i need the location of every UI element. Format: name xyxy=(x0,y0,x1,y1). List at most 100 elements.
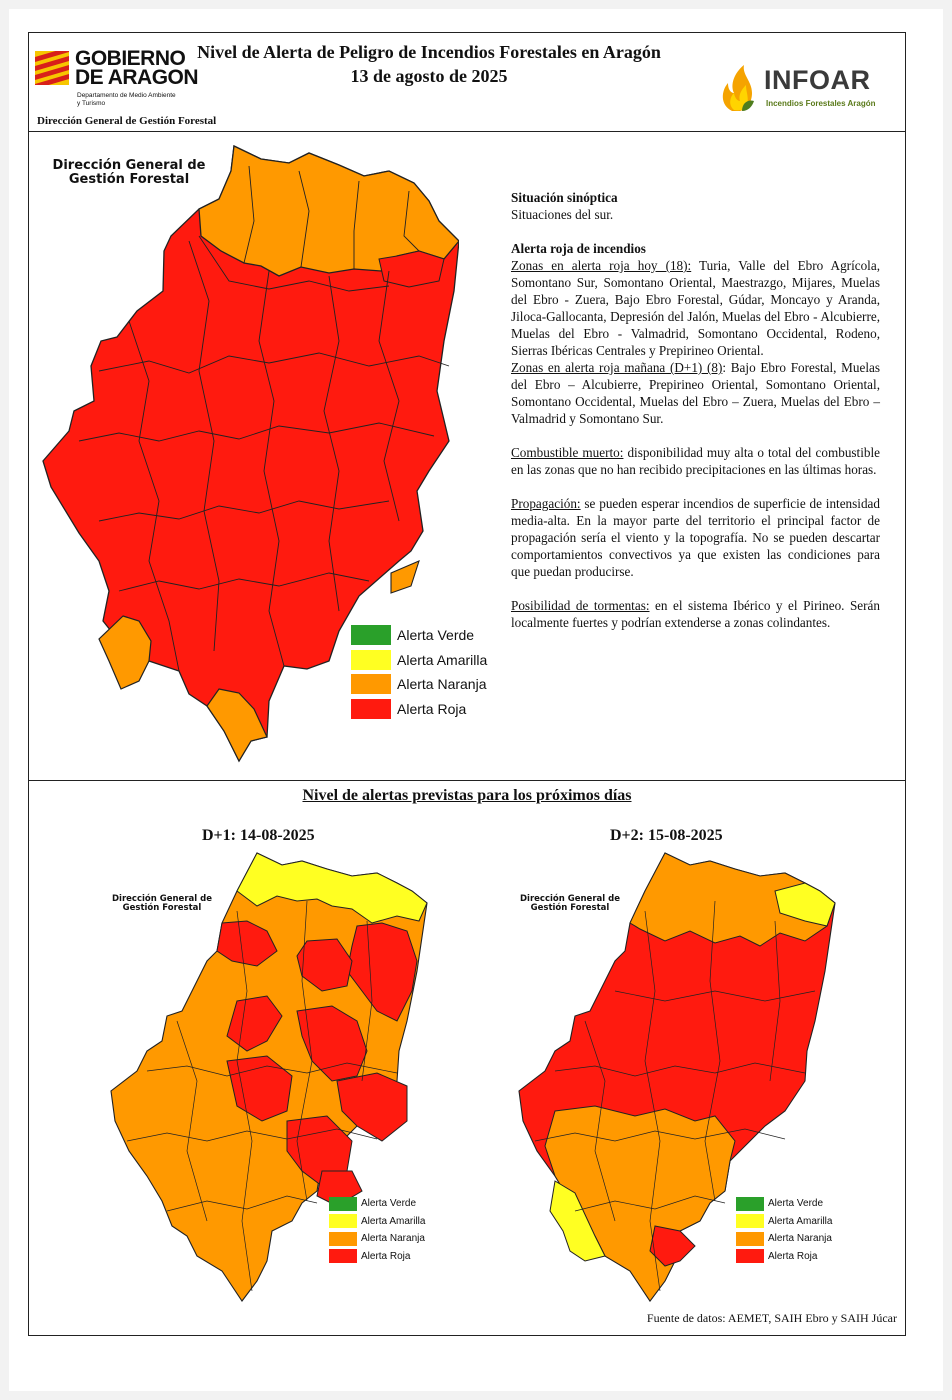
title-text: Nivel de Alerta de Peligro de Incendios … xyxy=(197,42,661,62)
d1-legend-item-amarilla: Alerta Amarilla xyxy=(329,1213,425,1231)
d2-legend-swatch-amarilla xyxy=(736,1214,764,1229)
header-divider xyxy=(29,131,905,132)
d2-legend: Alerta Verde Alerta Amarilla Alerta Nara… xyxy=(736,1195,832,1265)
legend-item-amarilla: Alerta Amarilla xyxy=(351,648,487,673)
forecast-section-title: Nivel de alertas previstas para los próx… xyxy=(302,787,632,804)
d2-map-label-line1: Dirección General de xyxy=(520,894,620,904)
d1-title: D+1: 14-08-2025 xyxy=(202,827,315,844)
d1-legend-swatch-naranja xyxy=(329,1231,357,1246)
brand-name: INFOAR xyxy=(764,65,871,95)
today-zones-list: Turia, Valle del Ebro Agrícola, Somontan… xyxy=(511,258,880,358)
d1-alert-map: Dirección General de Gestión Forestal xyxy=(107,851,432,1303)
forecast-divider xyxy=(29,780,905,781)
gov-dept-line1: Departamento de Medio Ambiente xyxy=(77,92,176,99)
d1-legend-label-roja: Alerta Roja xyxy=(361,1250,411,1262)
d2-legend-item-amarilla: Alerta Amarilla xyxy=(736,1213,832,1231)
d2-legend-swatch-verde xyxy=(736,1196,764,1211)
d1-legend-item-naranja: Alerta Naranja xyxy=(329,1230,425,1248)
legend-swatch-roja xyxy=(351,698,391,719)
d1-zone-red-northwest xyxy=(216,920,278,967)
d2-map-label-line2: Gestión Forestal xyxy=(530,903,610,914)
gov-name-line2: DE ARAGON xyxy=(75,66,199,89)
brand-tagline: Incendios Forestales Aragón xyxy=(766,99,876,108)
d1-legend-label-naranja: Alerta Naranja xyxy=(361,1233,425,1245)
zone-orange-east xyxy=(390,560,420,594)
page-title: Nivel de Alerta de Peligro de Incendios … xyxy=(179,40,679,88)
d2-zone-borders xyxy=(534,900,816,1292)
d1-legend-swatch-verde xyxy=(329,1196,357,1211)
legend-label-naranja: Alerta Naranja xyxy=(397,676,487,693)
storms-paragraph: Posibilidad de tormentas: en el sistema … xyxy=(511,597,880,631)
d2-legend-label-naranja: Alerta Naranja xyxy=(768,1233,832,1245)
today-alert-map: Dirección General de Gestión Forestal xyxy=(39,141,459,771)
zone-red-northeast xyxy=(378,250,445,288)
d2-legend-label-verde: Alerta Verde xyxy=(768,1198,824,1210)
zone-borders xyxy=(78,165,450,672)
gov-department: Departamento de Medio Ambiente y Turismo xyxy=(77,92,176,108)
legend-item-naranja: Alerta Naranja xyxy=(351,672,487,697)
synoptic-text: Situaciones del sur. xyxy=(511,207,614,222)
d1-zone-red-east xyxy=(336,1072,408,1142)
gobierno-aragon-logo: GOBIERNO DE ARAGON Departamento de Medio… xyxy=(35,47,225,109)
flame-icon xyxy=(722,65,754,111)
gov-name-line1: GOBIERNO xyxy=(75,47,186,70)
d1-map-label-line2: Gestión Forestal xyxy=(122,903,202,914)
gov-name: GOBIERNO DE ARAGON xyxy=(75,47,199,89)
d1-zone-yellow-north xyxy=(236,852,428,924)
title-date: 13 de agosto de 2025 xyxy=(350,66,508,86)
today-map-label-line2: Gestión Forestal xyxy=(68,172,190,188)
d1-legend-swatch-amarilla xyxy=(329,1214,357,1229)
zone-orange-southwest xyxy=(98,615,152,690)
legend-item-verde: Alerta Verde xyxy=(351,623,487,648)
today-zones-label: Zonas en alerta roja hoy (18): xyxy=(511,258,692,273)
d2-zone-yellow-northeast xyxy=(774,882,836,927)
red-alert-heading: Alerta roja de incendios xyxy=(511,241,646,256)
bulletin-frame: GOBIERNO DE ARAGON Departamento de Medio… xyxy=(28,32,906,1336)
today-zones-paragraph: Zonas en alerta roja hoy (18): Turia, Va… xyxy=(511,257,880,359)
legend-swatch-naranja xyxy=(351,674,391,695)
today-map-label: Dirección General de Gestión Forestal xyxy=(39,158,219,188)
d2-map-svg xyxy=(518,852,836,1302)
d1-map-label-line1: Dirección General de xyxy=(112,894,212,904)
storms-text: en el sistema Ibérico y el Pirineo. Será… xyxy=(511,598,881,630)
d2-legend-item-naranja: Alerta Naranja xyxy=(736,1230,832,1248)
legend-label-amarilla: Alerta Amarilla xyxy=(397,651,488,668)
tomorrow-zones-list: : Bajo Ebro Forestal, Muelas del Ebro – … xyxy=(511,360,881,426)
bulletin-text: Situación sinóptica Situaciones del sur.… xyxy=(511,189,880,631)
propagation-label: Propagación: xyxy=(511,496,581,511)
legend-item-roja: Alerta Roja xyxy=(351,697,487,722)
d2-legend-item-roja: Alerta Roja xyxy=(736,1248,832,1266)
fuel-text: disponibilidad muy alta o total del comb… xyxy=(511,445,880,477)
d1-map-label: Dirección General de Gestión Forestal xyxy=(107,894,217,914)
d1-zone-red-center-west xyxy=(226,995,283,1052)
d1-legend-item-verde: Alerta Verde xyxy=(329,1195,425,1213)
data-source: Fuente de datos: AEMET, SAIH Ebro y SAIH… xyxy=(646,1311,897,1325)
d1-legend-label-verde: Alerta Verde xyxy=(361,1198,417,1210)
d2-zone-red-south xyxy=(649,1225,696,1267)
d2-legend-label-amarilla: Alerta Amarilla xyxy=(768,1215,833,1227)
fuel-paragraph: Combustible muerto: disponibilidad muy a… xyxy=(511,444,880,478)
legend-label-verde: Alerta Verde xyxy=(397,627,475,644)
today-legend: Alerta Verde Alerta Amarilla Alerta Nara… xyxy=(351,623,487,721)
d2-legend-item-verde: Alerta Verde xyxy=(736,1195,832,1213)
d2-map-label: Dirección General de Gestión Forestal xyxy=(515,894,625,914)
synoptic-heading: Situación sinóptica xyxy=(511,190,618,205)
d1-legend-label-amarilla: Alerta Amarilla xyxy=(361,1215,426,1227)
d1-zone-red-center xyxy=(296,1005,368,1082)
storms-label: Posibilidad de tormentas: xyxy=(511,598,650,613)
d2-zone-yellow-southwest xyxy=(549,1180,606,1262)
d2-legend-swatch-roja xyxy=(736,1249,764,1264)
today-map-svg xyxy=(42,145,459,763)
d1-legend-swatch-roja xyxy=(329,1249,357,1264)
legend-label-roja: Alerta Roja xyxy=(397,700,467,717)
d2-zone-orange-north xyxy=(629,852,836,947)
d2-title: D+2: 15-08-2025 xyxy=(610,827,723,844)
d1-legend: Alerta Verde Alerta Amarilla Alerta Nara… xyxy=(329,1195,425,1265)
d2-alert-map: Dirección General de Gestión Forestal xyxy=(515,851,840,1303)
d1-zone-red-north-central xyxy=(296,938,353,992)
legend-swatch-verde xyxy=(351,625,391,646)
propagation-paragraph: Propagación: se pueden esperar incendios… xyxy=(511,495,880,580)
tomorrow-zones-label: Zonas en alerta roja mañana (D+1) (8) xyxy=(511,360,723,375)
gov-dept-line2: y Turismo xyxy=(77,100,106,107)
legend-swatch-amarilla xyxy=(351,649,391,670)
